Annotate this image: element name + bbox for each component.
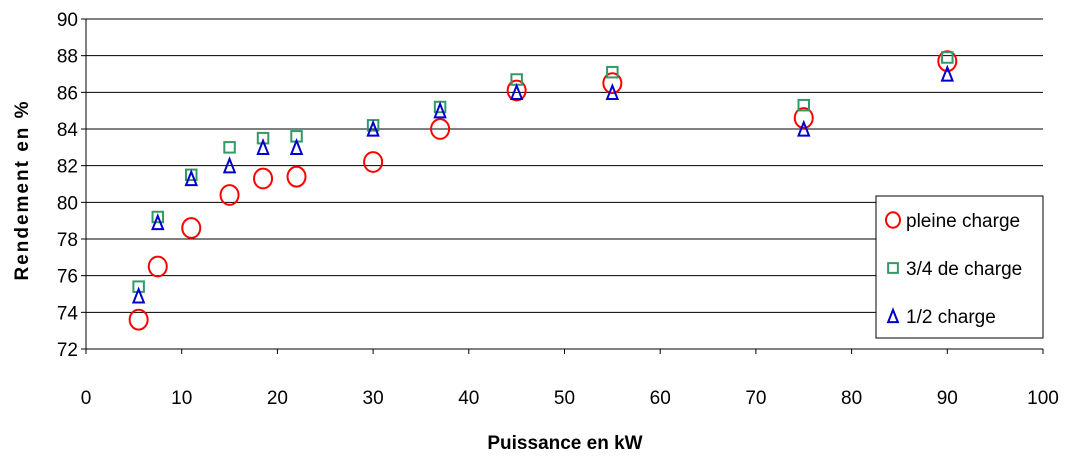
x-tick-label: 90	[937, 388, 958, 409]
legend-marker	[886, 307, 900, 324]
y-tick-label: 84	[57, 120, 79, 141]
legend-item: 3/4 de charge	[887, 259, 1022, 280]
y-axis-ticks: 72 74 76 78 80 82 84 86 88 90	[57, 10, 86, 361]
data-point	[256, 131, 270, 145]
y-tick-label: 76	[57, 267, 78, 288]
series-circle	[128, 50, 958, 331]
x-tick-label: 50	[554, 388, 575, 409]
data-point	[430, 118, 451, 140]
data-point	[181, 217, 202, 239]
x-axis-ticks: 0 10 20 30 40 50 60 70 80 90 100	[81, 349, 1059, 409]
data-point	[366, 119, 380, 137]
legend-item: 1/2 charge	[886, 307, 996, 328]
data-point	[253, 167, 274, 190]
data-point	[433, 101, 447, 119]
data-point	[286, 165, 307, 188]
legend-label: 3/4 de charge	[906, 259, 1022, 280]
series-triangle	[131, 64, 955, 304]
x-tick-label: 0	[81, 388, 92, 409]
data-points	[128, 50, 958, 331]
data-point	[132, 280, 145, 293]
data-point	[363, 151, 384, 173]
y-tick-label: 72	[57, 340, 78, 361]
x-axis-label: Puissance en kW	[487, 433, 642, 454]
data-point	[793, 107, 814, 129]
x-tick-label: 10	[171, 388, 192, 409]
data-point	[184, 169, 198, 187]
data-point	[940, 64, 955, 82]
data-point	[131, 286, 146, 304]
data-point	[151, 213, 165, 231]
data-point	[289, 137, 304, 155]
grid-lines	[86, 18, 1043, 313]
legend-label: pleine charge	[906, 211, 1020, 232]
y-tick-label: 88	[57, 47, 78, 68]
x-tick-label: 40	[458, 388, 479, 409]
legend: pleine charge 3/4 de charge 1/2 charge	[875, 195, 1044, 339]
data-point	[797, 98, 810, 112]
data-point	[602, 72, 623, 95]
data-point	[222, 156, 237, 174]
data-point	[219, 184, 240, 206]
y-tick-label: 78	[57, 230, 78, 251]
x-tick-label: 30	[363, 388, 384, 409]
legend-marker	[885, 211, 901, 229]
x-tick-label: 70	[745, 388, 766, 409]
x-tick-label: 80	[841, 388, 862, 409]
x-tick-label: 60	[650, 388, 671, 409]
y-axis-label: Rendement en %	[12, 99, 33, 280]
legend-box	[875, 195, 1044, 339]
data-point	[797, 119, 811, 137]
y-tick-label: 90	[57, 10, 78, 31]
data-point	[128, 308, 149, 331]
data-point	[506, 79, 527, 102]
y-tick-label: 86	[57, 83, 78, 104]
data-point	[605, 82, 620, 100]
data-point	[509, 82, 524, 100]
x-tick-label: 100	[1027, 388, 1059, 409]
data-point	[151, 210, 165, 224]
data-point	[256, 137, 270, 155]
legend-marker	[887, 262, 899, 274]
y-tick-label: 80	[57, 193, 78, 214]
y-tick-label: 74	[57, 303, 79, 324]
x-tick-label: 20	[267, 388, 288, 409]
legend-item: pleine charge	[885, 211, 1020, 232]
legend-label: 1/2 charge	[906, 307, 996, 328]
data-point	[606, 65, 619, 79]
data-point	[941, 51, 954, 64]
y-tick-label: 82	[57, 157, 78, 178]
data-point	[223, 141, 236, 154]
data-point	[147, 255, 168, 278]
